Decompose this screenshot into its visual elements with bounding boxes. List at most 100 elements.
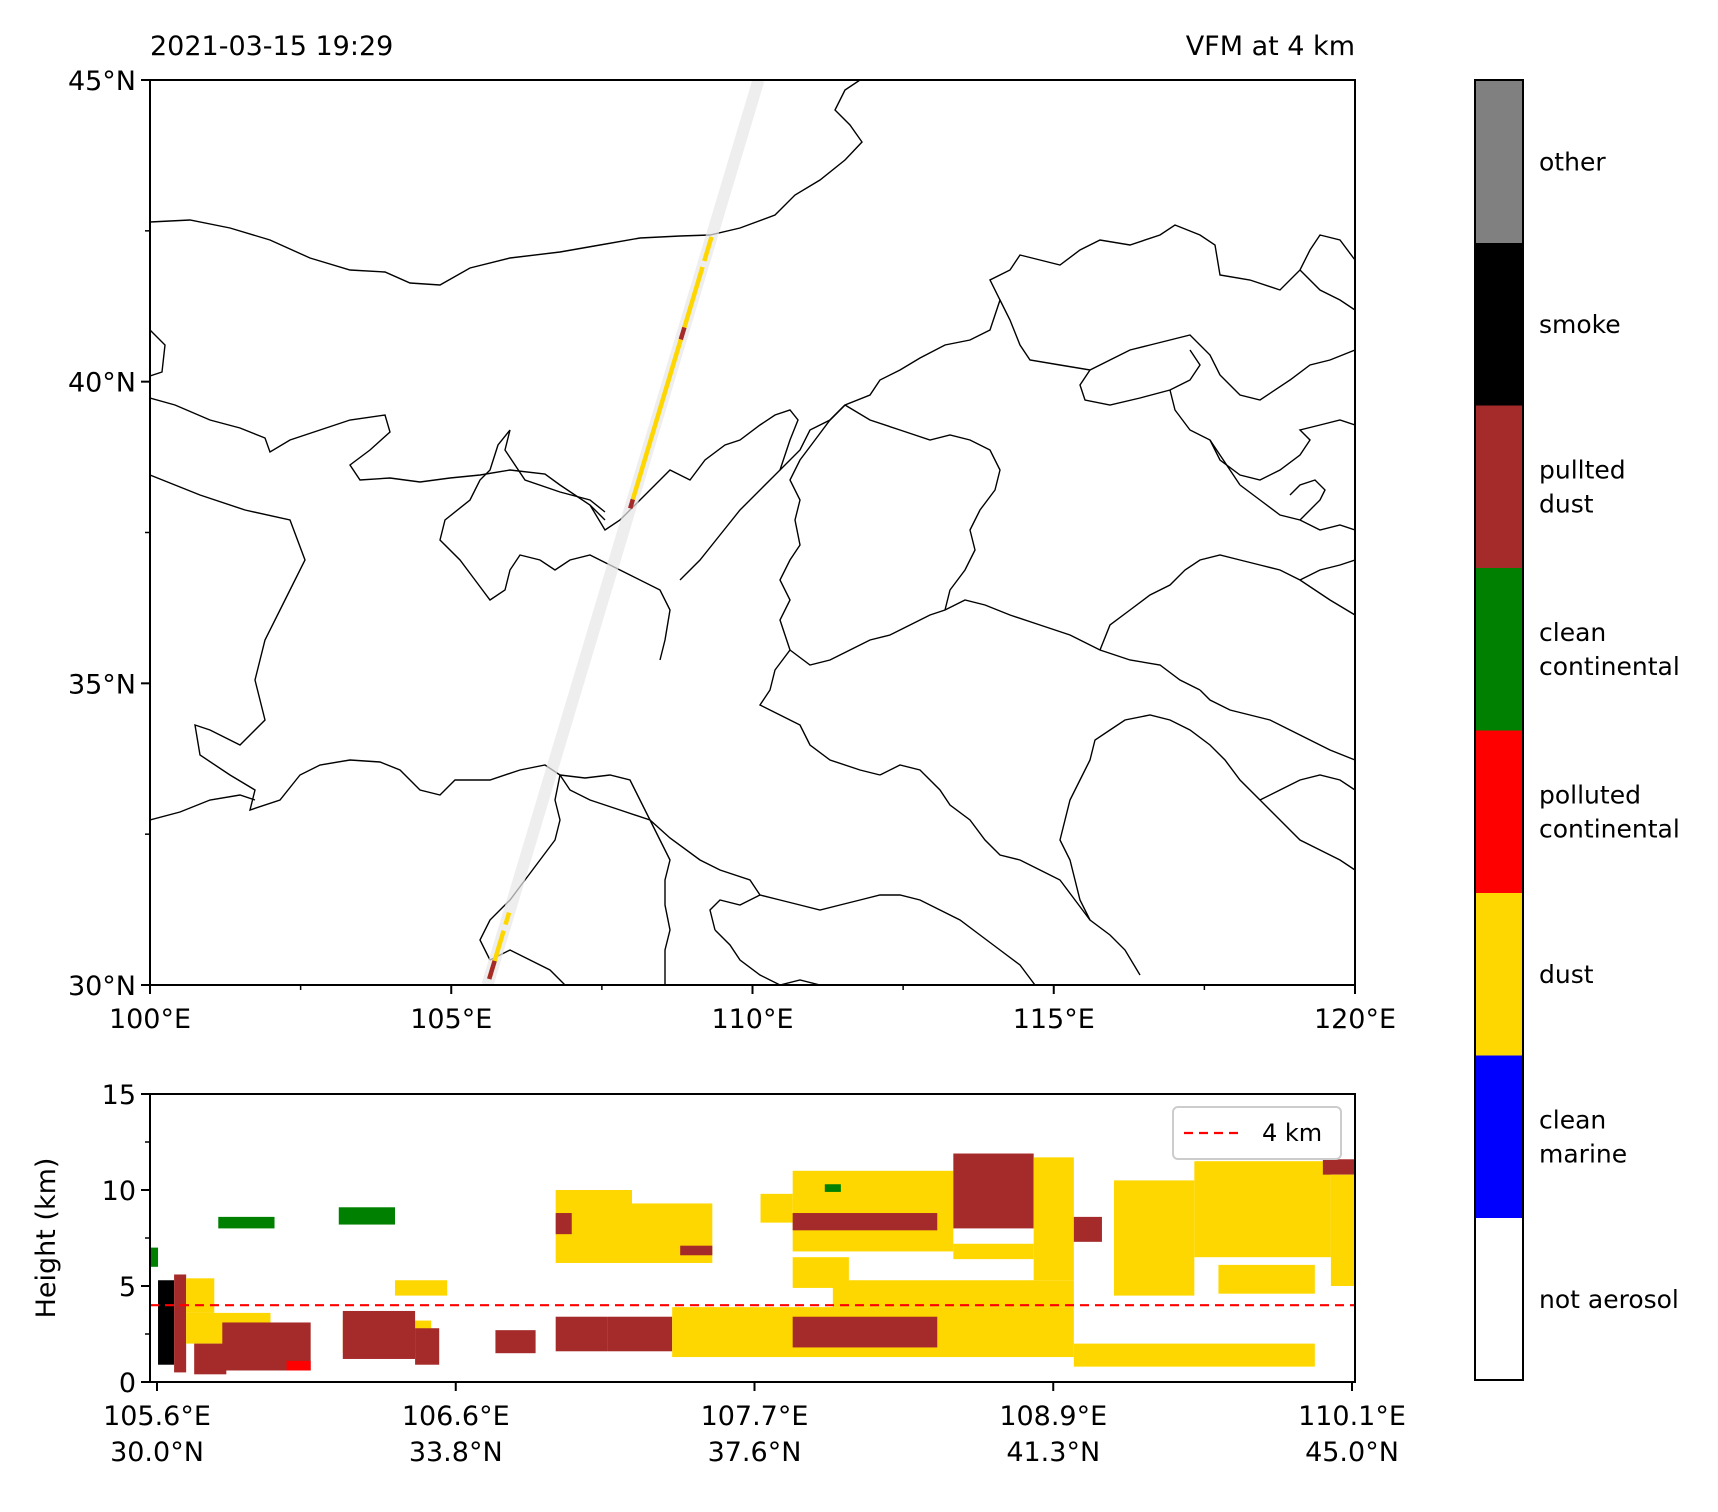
colorbar-label-3-0: polluted <box>1539 780 1641 809</box>
border-shandong-coast <box>1299 559 1355 581</box>
border-west <box>150 397 606 521</box>
border-hubei-north <box>714 929 781 985</box>
border-shanxi-east <box>758 404 881 776</box>
colorbar-label-7-0: other <box>1539 147 1606 176</box>
profile-region-34 <box>1114 1180 1195 1296</box>
colorbar-label-3-1: continental <box>1539 814 1680 843</box>
map-borders <box>150 80 1355 985</box>
profile-region-22 <box>555 1213 572 1235</box>
border-jiangsu <box>1259 774 1355 801</box>
profile-xtick-lat-1: 33.8°N <box>409 1437 503 1468</box>
profile-ytick-label-2: 10 <box>102 1176 136 1207</box>
profile-region-23 <box>680 1245 713 1256</box>
border-gansu-inner <box>150 329 166 377</box>
map-xtick-label-3: 115°E <box>1013 1004 1095 1035</box>
colorbar-swatch-6 <box>1475 242 1523 406</box>
border-inner-mongolia-south <box>779 224 1355 471</box>
border-guangxi <box>779 979 821 985</box>
border-beijing <box>1079 349 1201 406</box>
track-segment-7 <box>702 236 714 262</box>
track-segment-5 <box>678 326 687 341</box>
colorbar-swatch-4 <box>1475 567 1523 731</box>
map-panel: 100°E 105°E 110°E 115°E 120°E 30°N 35°N 40°N 45°… <box>68 66 1396 1035</box>
map-xtick-label-4: 120°E <box>1314 1004 1396 1035</box>
profile-xtick-lat-2: 37.6°N <box>708 1437 802 1468</box>
satellite-track <box>481 80 765 985</box>
colorbar-label-5-1: dust <box>1539 489 1594 518</box>
profile-region-16 <box>607 1316 673 1352</box>
colorbar-swatch-2 <box>1475 892 1523 1056</box>
profile-region-36 <box>1194 1161 1331 1258</box>
colorbar-label-1-1: marine <box>1539 1139 1627 1168</box>
map-ytick-label-2: 40°N <box>68 368 136 399</box>
profile-xtick-lat-0: 30.0°N <box>110 1437 204 1468</box>
border-ningxia-2 <box>439 429 671 661</box>
profile-xtick-lat-4: 45.0°N <box>1305 1437 1399 1468</box>
legend: 4 km <box>1172 1106 1342 1160</box>
border-shaanxi-west <box>559 774 762 931</box>
border-qinghai-sichuan <box>150 794 256 821</box>
profile-region-33 <box>1073 1216 1102 1242</box>
track-ground-path <box>481 80 765 985</box>
track-segment-2 <box>503 911 512 926</box>
profile-region-6 <box>286 1360 311 1371</box>
profile-region-4 <box>186 1278 215 1313</box>
profile-region-15 <box>555 1316 608 1352</box>
border-shanxi-shaanxi <box>589 409 799 581</box>
profile-region-32 <box>1033 1157 1074 1281</box>
profile-region-11 <box>342 1310 416 1359</box>
border-henan-mid <box>789 599 1201 691</box>
colorbar-label-0-0: not aerosol <box>1539 1285 1679 1314</box>
map-xtick-label-1: 105°E <box>410 1004 492 1035</box>
profile-region-19 <box>1073 1343 1315 1367</box>
profile-region-26 <box>792 1213 938 1231</box>
border-chongqing <box>559 774 651 821</box>
profile-region-18 <box>792 1316 938 1348</box>
border-sichuan-chongqing <box>489 949 566 985</box>
profile-region-2 <box>174 1274 187 1373</box>
map-xtick-label-2: 110°E <box>711 1004 793 1035</box>
track-segment-1 <box>487 960 497 980</box>
track-segment-4 <box>630 338 683 500</box>
profile-region-9 <box>338 1207 396 1225</box>
map-ytick-label-1: 35°N <box>68 669 136 700</box>
profile-region-12 <box>415 1328 440 1365</box>
colorbar-swatch-1 <box>1475 1055 1523 1218</box>
colorbar-label-2-0: dust <box>1539 960 1594 989</box>
border-coast-bohai <box>1209 419 1355 481</box>
profile-region-31 <box>953 1153 1034 1229</box>
profile-xtick-lon-3: 108.9°E <box>999 1401 1107 1432</box>
profile-region-8 <box>218 1216 275 1229</box>
profile-ticks: 0 5 10 15 105.6°E 30.0°N 106.6°E 33.8°N 107.7°E 3… <box>102 1080 1406 1468</box>
legend-box <box>1172 1106 1342 1160</box>
profile-ylabel: Height (km) <box>31 1158 62 1319</box>
border-shandong-south <box>1099 554 1355 651</box>
profile-region-0 <box>150 1247 159 1267</box>
map-title-right: VFM at 4 km <box>1186 31 1355 62</box>
profile-region-29 <box>832 1280 1074 1308</box>
profile-regions <box>150 1153 1355 1375</box>
profile-ytick-label-0: 0 <box>119 1368 136 1399</box>
profile-xtick-lon-0: 105.6°E <box>103 1401 211 1432</box>
colorbar-swatch-0 <box>1475 1217 1523 1381</box>
legend-label: 4 km <box>1262 1119 1322 1147</box>
border-henan-east <box>1199 689 1355 761</box>
border-hebei-shanxi <box>844 404 1001 611</box>
border-shandong-peninsula <box>1289 479 1326 521</box>
border-mongolia <box>150 80 863 286</box>
map-xtick-label-0: 100°E <box>109 1004 191 1035</box>
border-anhui <box>1059 714 1355 921</box>
border-henan-north <box>879 764 1141 976</box>
map-ytick-label-0: 30°N <box>68 971 136 1002</box>
border-gansu-south <box>150 474 561 812</box>
profile-region-37 <box>1322 1159 1355 1175</box>
map-background <box>150 80 1355 985</box>
colorbar-label-1-0: clean <box>1539 1105 1606 1134</box>
colorbar-label-4-0: clean <box>1539 618 1606 647</box>
profile-region-7 <box>194 1343 227 1375</box>
profile-region-30 <box>953 1243 1034 1260</box>
colorbar-label-4-1: continental <box>1539 652 1680 681</box>
border-hebei <box>999 299 1355 401</box>
profile-panel: 0 5 10 15 105.6°E 30.0°N 106.6°E 33.8°N 107.7°E 3… <box>31 1080 1406 1468</box>
